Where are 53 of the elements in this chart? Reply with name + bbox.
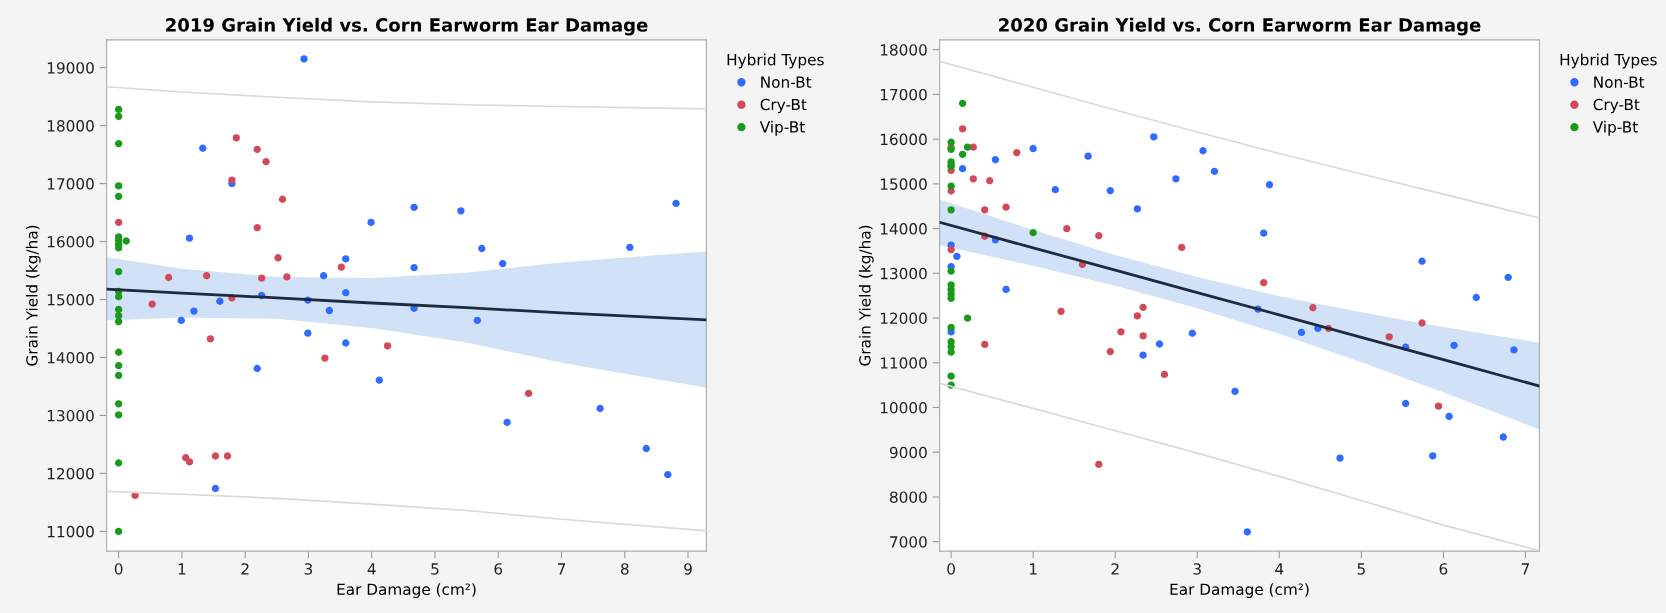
y-tick-label: 16000	[880, 133, 927, 146]
x-tick-label: 5	[431, 563, 439, 575]
x-tick-label: 0	[114, 563, 123, 575]
x-tick-label: 7	[1521, 563, 1529, 575]
x-tick-label: 3	[1193, 563, 1201, 575]
y-tick-label: 8000	[889, 491, 927, 503]
y-tick-label: 9000	[889, 446, 927, 459]
x-axis-title: Ear Damage (cm²)	[337, 583, 476, 599]
legend-label: Non-Bt	[761, 76, 812, 88]
x-tick-label: 6	[1439, 563, 1448, 575]
x-tick-label: 6	[494, 563, 503, 575]
y-tick-label: 12000	[47, 467, 94, 480]
x-tick-label: 4	[367, 563, 376, 575]
y-tick-label: 10000	[880, 401, 927, 414]
x-tick-label: 3	[304, 563, 313, 575]
x-tick-label: 2	[241, 563, 249, 575]
x-axis-title: Ear Damage (cm²)	[1170, 583, 1309, 599]
y-tick-label: 19000	[47, 62, 94, 74]
y-tick-label: 17000	[880, 88, 927, 101]
y-tick-label: 18000	[47, 120, 94, 132]
y-axis-title: Grain Yield (kg/ha)	[858, 225, 874, 366]
x-tick-label: 4	[1275, 563, 1284, 575]
x-tick-label: 1	[1029, 563, 1037, 575]
legend-title: Hybrid Types	[727, 53, 824, 69]
x-tick-label: 2	[1111, 563, 1119, 575]
y-tick-label: 17000	[47, 178, 94, 190]
x-tick-label: 5	[1357, 563, 1365, 575]
chart-title: 2019 Grain Yield vs. Corn Earworm Ear Damage	[166, 17, 648, 36]
y-tick-label: 15000	[880, 178, 927, 190]
y-tick-label: 11000	[47, 525, 94, 538]
y-tick-label: 18000	[880, 44, 927, 56]
x-tick-label: 7	[557, 563, 566, 575]
legend-label: Non-Bt	[1594, 76, 1645, 88]
chart-title: 2020 Grain Yield vs. Corn Earworm Ear Damage	[999, 17, 1481, 36]
legend-label: Vip-Bt	[1592, 120, 1638, 136]
x-tick-label: 0	[947, 563, 955, 575]
y-tick-label: 14000	[880, 223, 927, 235]
x-tick-label: 8	[620, 563, 629, 575]
y-tick-label: 15000	[47, 293, 94, 306]
legend-label: Vip-Bt	[759, 120, 805, 136]
x-tick-label: 1	[178, 563, 186, 575]
y-tick-label: 11000	[880, 357, 927, 369]
x-tick-label: 9	[684, 563, 692, 575]
y-tick-label: 7000	[890, 536, 927, 548]
y-tick-label: 12000	[880, 312, 927, 325]
y-tick-label: 16000	[47, 236, 94, 248]
legend-title: Hybrid Types	[1560, 53, 1657, 69]
y-axis-title: Grain Yield (kg/ha)	[25, 225, 41, 366]
legend-label: Cry-Bt	[1593, 98, 1640, 114]
y-tick-label: 13000	[47, 409, 94, 422]
y-tick-label: 13000	[880, 267, 927, 280]
legend-label: Cry-Bt	[760, 98, 807, 114]
y-tick-label: 14000	[47, 351, 94, 364]
